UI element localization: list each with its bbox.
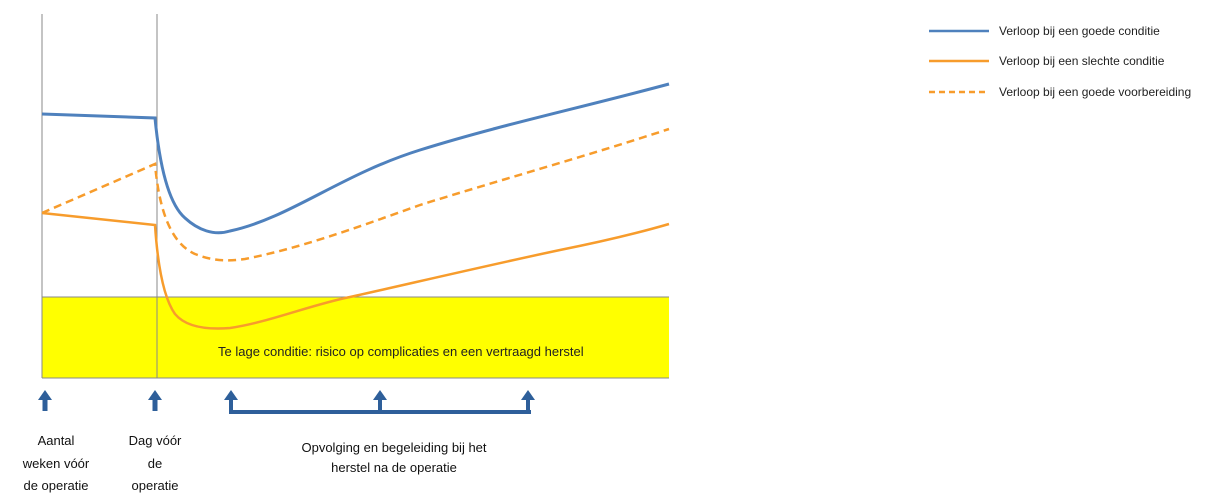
- day-before-caption: Dag vóór de operatie: [129, 433, 182, 493]
- svg-text:operatie: operatie: [132, 478, 179, 493]
- legend-item-good-preparation: Verloop bij een goede voorbereiding: [929, 85, 1191, 99]
- poor-condition-curve: [41, 211, 670, 330]
- legend-item-poor-condition: Verloop bij een slechte conditie: [929, 54, 1165, 68]
- low-condition-zone: [42, 297, 669, 378]
- svg-text:weken vóór: weken vóór: [22, 456, 90, 471]
- svg-text:Aantal: Aantal: [38, 433, 75, 448]
- zone-label: Te lage conditie: risico op complicaties…: [218, 344, 584, 359]
- follow-up-bracket: [224, 390, 535, 414]
- svg-text:Verloop bij een goede conditie: Verloop bij een goede conditie: [999, 24, 1160, 38]
- good-condition-curve: [41, 82, 670, 235]
- svg-text:Verloop bij een slechte condit: Verloop bij een slechte conditie: [999, 54, 1165, 68]
- svg-text:herstel na de operatie: herstel na de operatie: [331, 460, 457, 475]
- good-preparation-curve: [41, 127, 670, 262]
- follow-up-caption: Opvolging en begeleiding bij het herstel…: [301, 440, 486, 475]
- svg-text:de: de: [148, 456, 162, 471]
- svg-text:Verloop bij een goede voorbere: Verloop bij een goede voorbereiding: [999, 85, 1191, 99]
- weeks-before-caption: Aantal weken vóór de operatie: [22, 433, 90, 493]
- legend-item-good-condition: Verloop bij een goede conditie: [929, 24, 1160, 38]
- svg-text:Dag vóór: Dag vóór: [129, 433, 182, 448]
- weeks-before-arrow: [38, 390, 52, 411]
- svg-text:de operatie: de operatie: [23, 478, 88, 493]
- legend: Verloop bij een goede conditie Verloop b…: [929, 24, 1191, 99]
- svg-text:Opvolging en begeleiding bij h: Opvolging en begeleiding bij het: [301, 440, 486, 455]
- day-before-arrow: [148, 390, 162, 411]
